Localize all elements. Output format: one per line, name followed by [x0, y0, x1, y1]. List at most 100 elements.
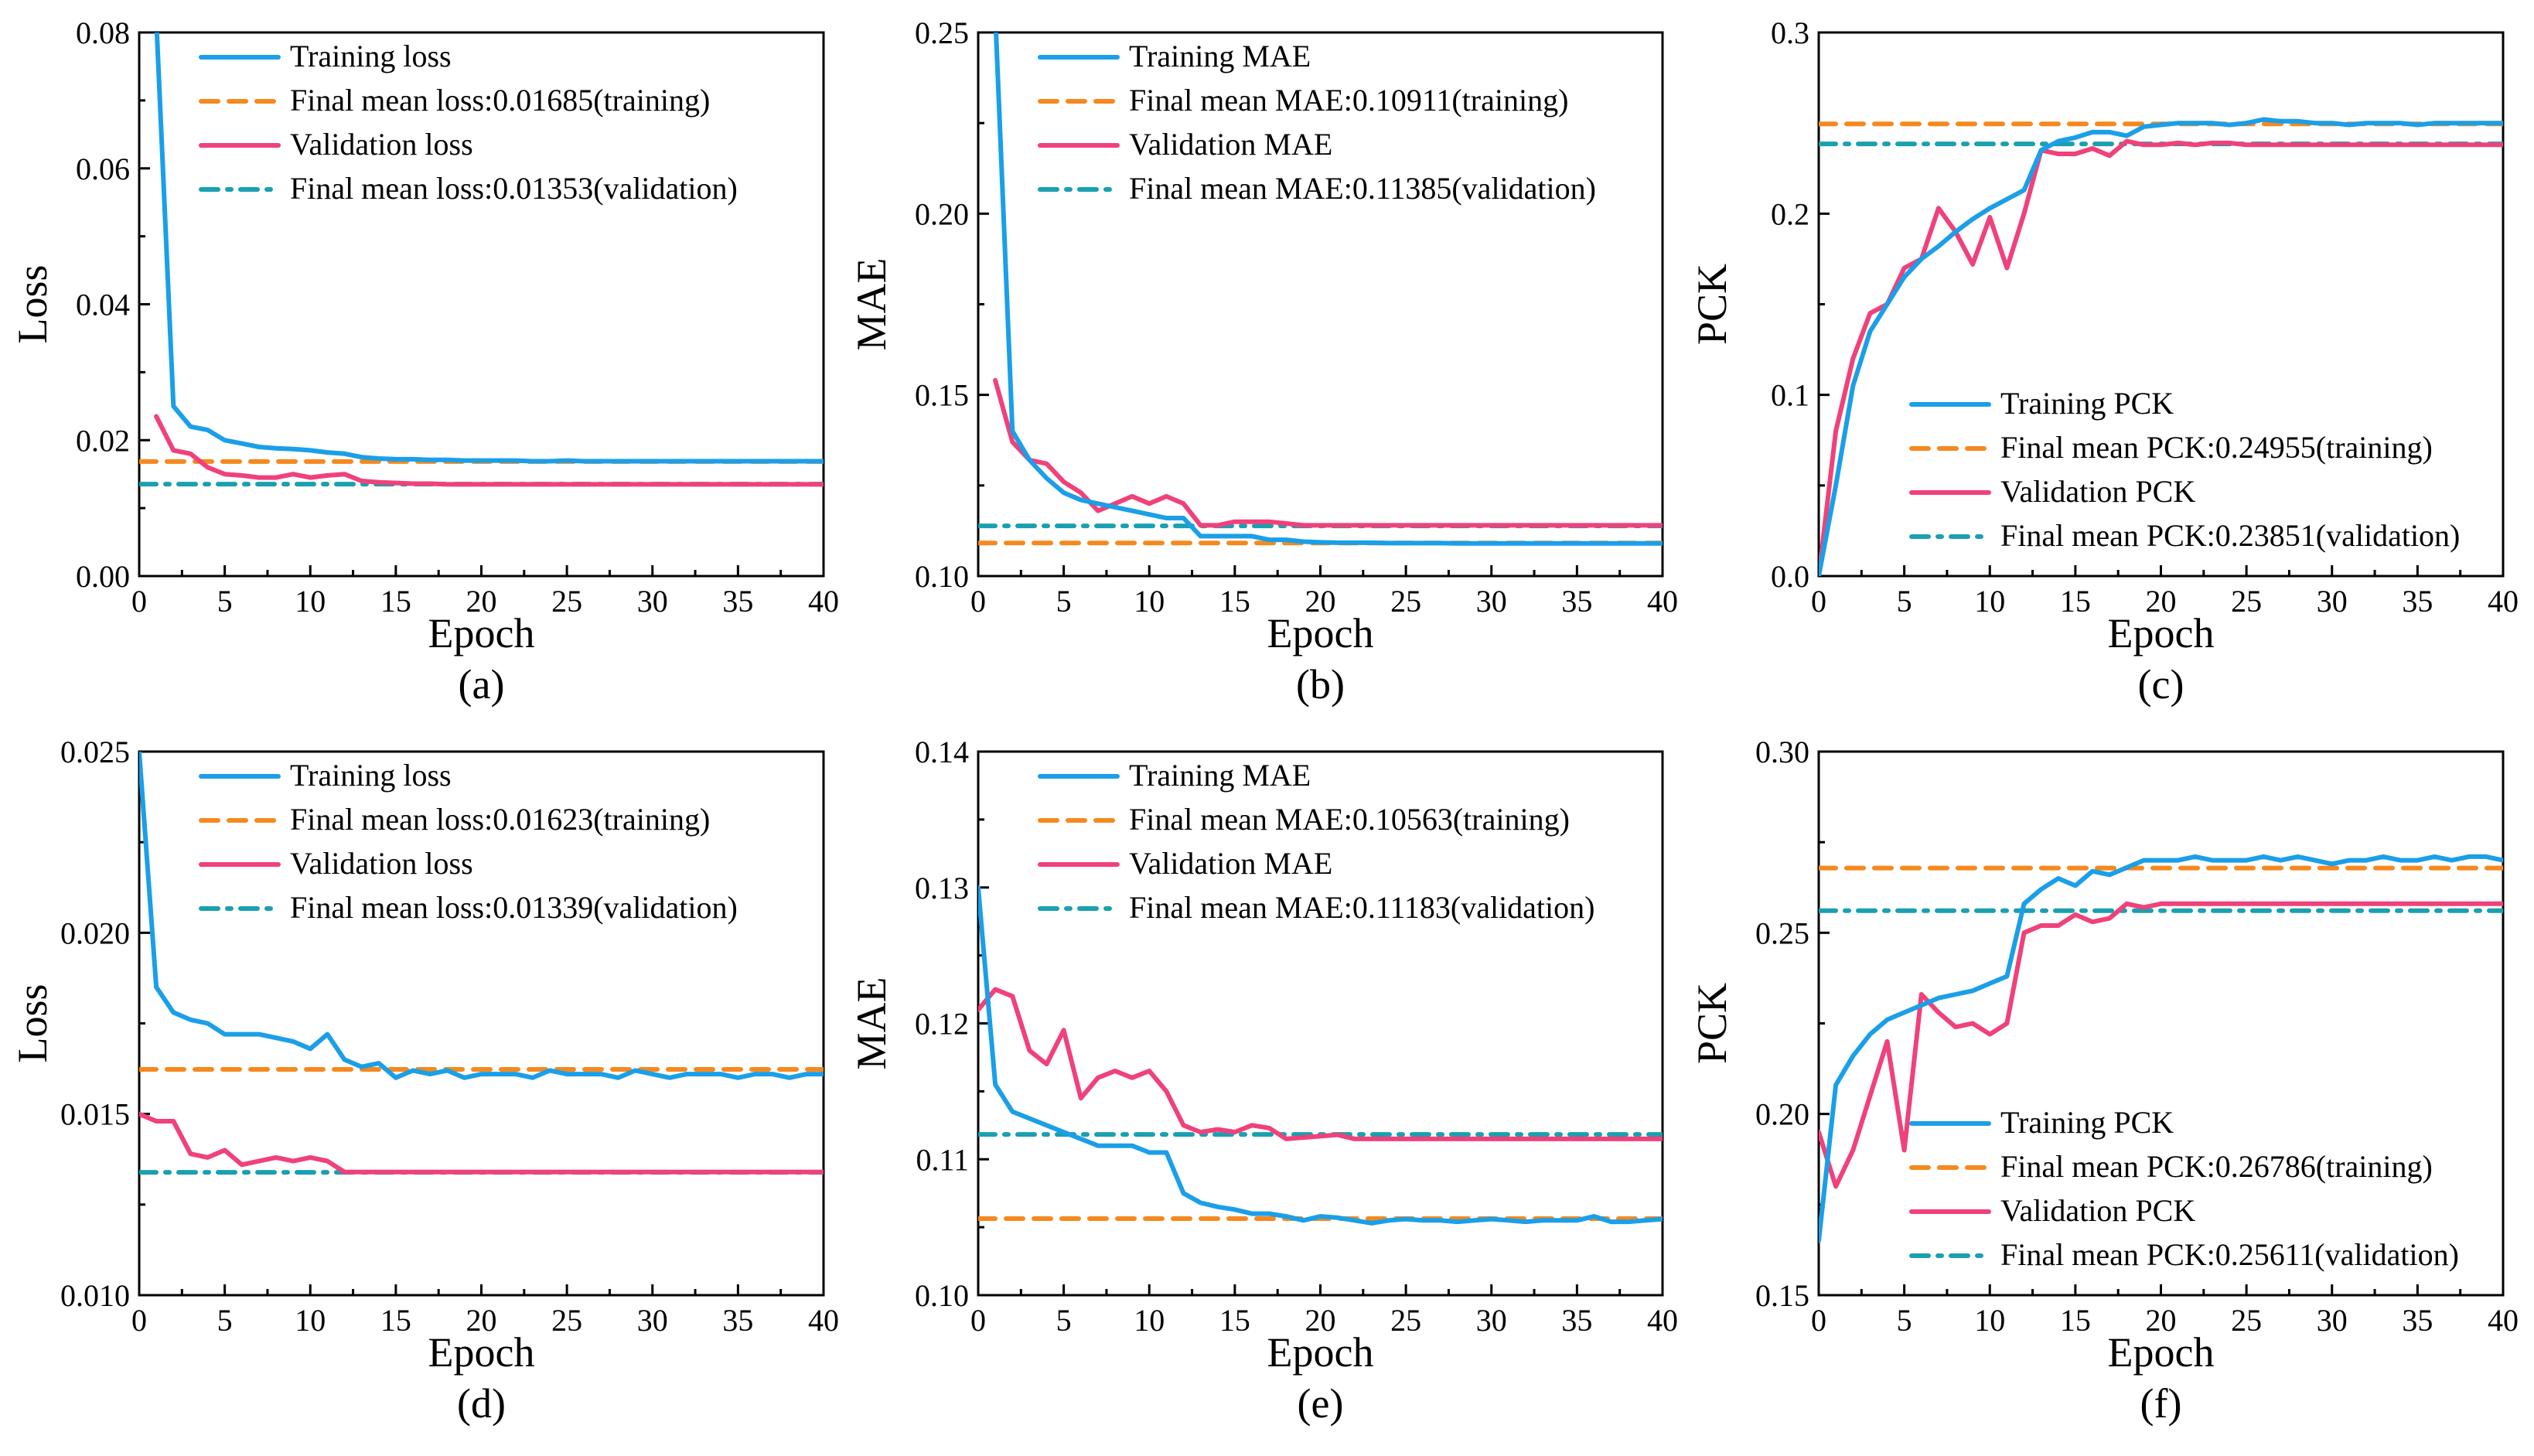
x-tick-label: 20: [466, 1303, 497, 1338]
series-line-validation: [154, 414, 824, 487]
series-layer: [1819, 854, 2503, 1243]
chart-panel-6: 0 5 10 15 20 25 30 35 40 0.15 0.20 0.25 0.30 Epoch PCK…: [1689, 735, 2519, 1427]
panel-caption: (a): [459, 661, 505, 708]
legend-label: Training MAE: [1129, 39, 1311, 73]
x-tick-label: 15: [380, 584, 411, 619]
x-tick-label: 10: [1134, 1303, 1165, 1338]
x-axis-title: Epoch: [2108, 610, 2215, 656]
series-layer: [978, 885, 1663, 1226]
y-tick-label: 0.20: [1755, 1097, 1809, 1132]
legend-label: Final mean loss:0.01353(validation): [290, 171, 738, 206]
x-tick-label: 35: [2402, 584, 2433, 619]
x-tick-label: 0: [970, 1303, 986, 1338]
x-tick-label: 35: [1561, 584, 1592, 619]
x-tick-label: 10: [1134, 584, 1165, 619]
x-tick-label: 20: [2146, 584, 2177, 619]
x-tick-label: 40: [2488, 584, 2519, 619]
x-tick-label: 10: [1974, 584, 2005, 619]
y-tick-label: 0.12: [915, 1007, 969, 1042]
x-axis-title: Epoch: [428, 1329, 535, 1376]
legend-label: Final mean PCK:0.24955(training): [2000, 430, 2433, 465]
x-tick-label: 30: [637, 1303, 668, 1338]
x-tick-label: 25: [551, 584, 582, 619]
series-line-training: [139, 752, 824, 1080]
x-tick-label: 20: [2146, 1303, 2177, 1338]
x-tick-label: 10: [1974, 1303, 2005, 1338]
y-tick-label: 0.25: [1755, 916, 1809, 950]
x-tick-label: 40: [1647, 1303, 1678, 1338]
series-line-training: [978, 885, 1663, 1226]
y-tick-label: 0.010: [60, 1278, 130, 1313]
x-tick-label: 15: [2060, 1303, 2091, 1338]
x-tick-label: 25: [1390, 584, 1421, 619]
x-tick-label: 10: [295, 1303, 326, 1338]
legend-label: Validation MAE: [1129, 846, 1332, 881]
x-tick-label: 5: [1897, 1303, 1912, 1338]
legend-label: Training PCK: [2000, 386, 2174, 421]
y-tick-label: 0.10: [915, 1278, 969, 1313]
x-tick-label: 15: [2060, 584, 2091, 619]
y-axis-title: PCK: [1689, 264, 1735, 345]
x-tick-label: 0: [970, 584, 986, 619]
legend-label: Validation PCK: [2000, 1193, 2195, 1228]
legend-label: Training loss: [290, 758, 452, 793]
panel-caption: (b): [1296, 661, 1345, 708]
y-tick-label: 0.14: [915, 735, 969, 769]
x-tick-label: 25: [1390, 1303, 1421, 1338]
chart-panel-1: 0 5 10 15 20 25 30 35 40 0.00 0.02 0.04 0.06 0.08 Epoc…: [9, 15, 839, 708]
series-line-training: [1819, 117, 2503, 576]
legend-label: Final mean PCK:0.26786(training): [2000, 1149, 2433, 1184]
series-line-validation: [978, 987, 1663, 1141]
x-tick-label: 5: [1056, 584, 1072, 619]
x-tick-label: 35: [2402, 1303, 2433, 1338]
x-tick-label: 30: [2317, 584, 2348, 619]
y-tick-label: 0.15: [915, 378, 969, 413]
legend-label: Training PCK: [2000, 1105, 2174, 1140]
x-tick-label: 5: [217, 584, 233, 619]
chart-panel-3: 0 5 10 15 20 25 30 35 40 0.0 0.1 0.2 0.3 Epoch PCK (c) T…: [1689, 15, 2519, 708]
x-tick-label: 0: [1811, 584, 1826, 619]
legend: Training PCK Final mean PCK:0.24955(train…: [1909, 386, 2460, 553]
legend-label: Validation loss: [290, 127, 473, 162]
x-tick-label: 25: [551, 1303, 582, 1338]
x-tick-label: 40: [2488, 1303, 2519, 1338]
x-tick-label: 30: [2317, 1303, 2348, 1338]
series-layer: [1819, 117, 2503, 576]
y-tick-label: 0.020: [60, 916, 130, 950]
panel-caption: (e): [1298, 1380, 1344, 1427]
legend-label: Validation MAE: [1129, 127, 1332, 162]
y-tick-label: 0.30: [1755, 735, 1809, 769]
x-tick-label: 5: [1056, 1303, 1072, 1338]
legend-label: Final mean MAE:0.10563(training): [1129, 802, 1570, 837]
x-tick-label: 0: [131, 1303, 147, 1338]
x-tick-label: 30: [1476, 584, 1507, 619]
y-tick-label: 0.25: [915, 15, 969, 50]
series-layer: [139, 32, 824, 487]
x-tick-label: 40: [808, 584, 839, 619]
y-axis-title: Loss: [9, 984, 56, 1062]
x-tick-label: 30: [637, 584, 668, 619]
x-tick-label: 25: [2231, 584, 2262, 619]
y-tick-label: 0.02: [76, 423, 130, 458]
legend: Training loss Final mean loss:0.01685(tra…: [199, 39, 738, 206]
panel-caption: (c): [2138, 661, 2184, 708]
legend-label: Final mean loss:0.01685(training): [290, 83, 710, 118]
x-tick-label: 30: [1476, 1303, 1507, 1338]
x-tick-label: 15: [1219, 1303, 1250, 1338]
x-tick-label: 0: [131, 584, 147, 619]
y-tick-label: 0.015: [60, 1097, 130, 1132]
x-tick-label: 40: [808, 1303, 839, 1338]
series-line-training: [154, 32, 824, 464]
legend-label: Validation loss: [290, 846, 473, 881]
legend-label: Final mean MAE:0.11183(validation): [1129, 890, 1594, 925]
legend: Training MAE Final mean MAE:0.10563(train…: [1038, 758, 1594, 925]
y-axis-title: MAE: [848, 258, 895, 351]
series-layer: [139, 752, 824, 1175]
y-tick-label: 0.13: [915, 871, 969, 905]
x-axis-title: Epoch: [1267, 1329, 1374, 1376]
y-tick-label: 0.06: [76, 152, 130, 186]
x-tick-label: 20: [1305, 1303, 1336, 1338]
x-axis-title: Epoch: [428, 610, 535, 656]
chart-panel-5: 0 5 10 15 20 25 30 35 40 0.10 0.11 0.12 0.13 0.14 Epoc…: [848, 735, 1678, 1427]
